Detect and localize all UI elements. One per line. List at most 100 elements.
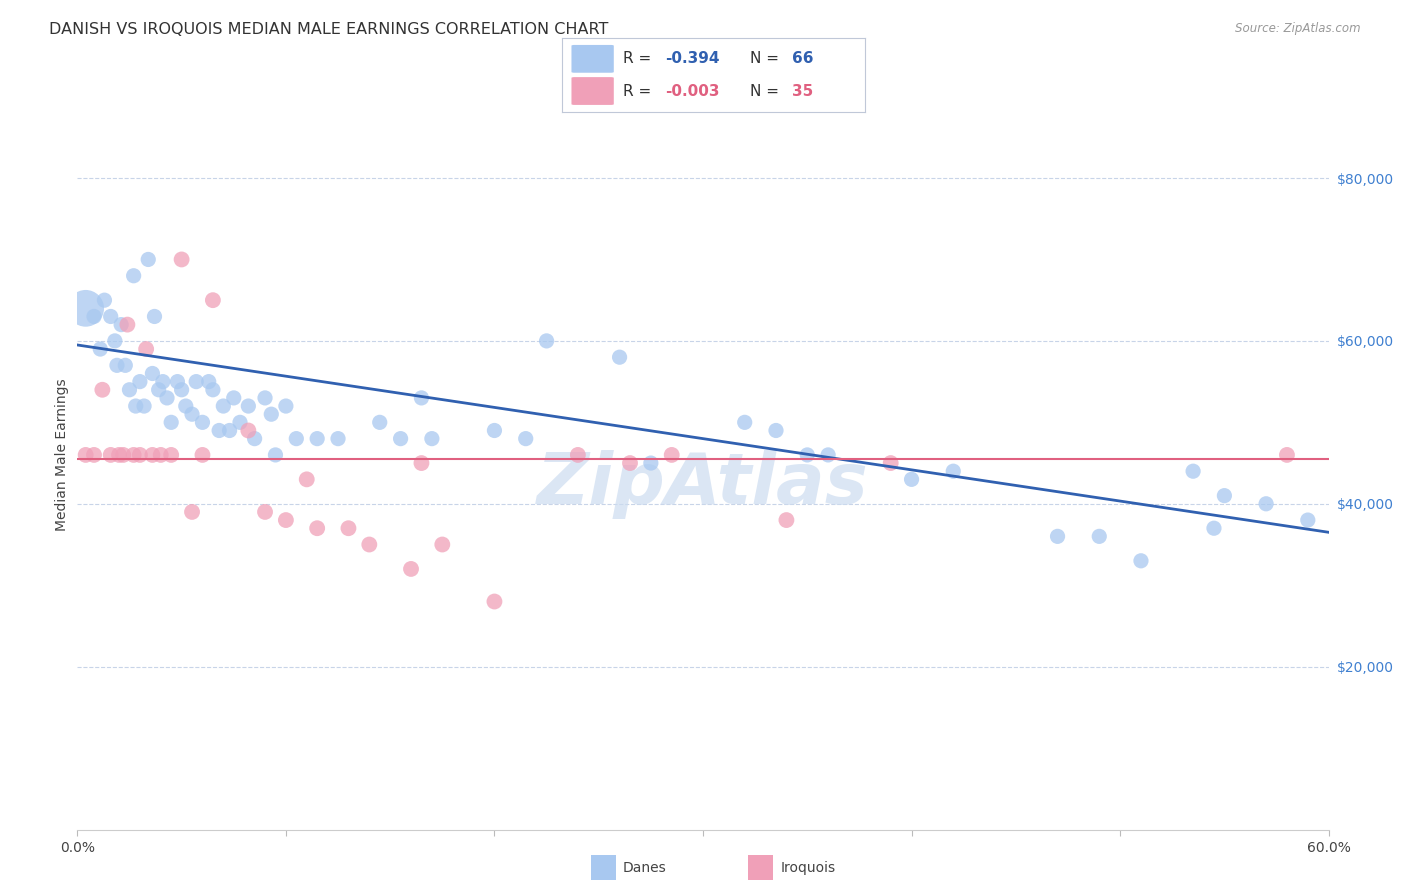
Point bbox=[264, 448, 287, 462]
Point bbox=[1046, 529, 1069, 543]
Point bbox=[114, 359, 136, 373]
Point bbox=[274, 513, 297, 527]
Point bbox=[1296, 513, 1319, 527]
Point bbox=[253, 505, 276, 519]
Text: N =: N = bbox=[749, 84, 783, 98]
Point bbox=[212, 399, 235, 413]
Text: -0.394: -0.394 bbox=[665, 52, 720, 66]
Point bbox=[775, 513, 797, 527]
Point bbox=[1182, 464, 1205, 478]
Point bbox=[191, 415, 214, 429]
Point bbox=[567, 448, 589, 462]
Point bbox=[148, 383, 170, 397]
Point bbox=[218, 424, 240, 438]
Point bbox=[122, 268, 145, 283]
Text: Source: ZipAtlas.com: Source: ZipAtlas.com bbox=[1236, 22, 1361, 36]
Point bbox=[260, 407, 283, 421]
Point bbox=[181, 505, 204, 519]
Point bbox=[191, 448, 214, 462]
Point bbox=[136, 252, 159, 267]
Point bbox=[100, 448, 122, 462]
Point bbox=[125, 399, 148, 413]
Point bbox=[238, 424, 260, 438]
Point bbox=[411, 391, 433, 405]
Point bbox=[942, 464, 965, 478]
Point bbox=[108, 448, 131, 462]
Point bbox=[170, 252, 193, 267]
Point bbox=[160, 448, 183, 462]
Point bbox=[880, 456, 903, 470]
Point bbox=[420, 432, 443, 446]
Point bbox=[765, 424, 787, 438]
Point bbox=[1088, 529, 1111, 543]
Point bbox=[105, 359, 128, 373]
Text: 35: 35 bbox=[792, 84, 814, 98]
Point bbox=[285, 432, 308, 446]
Point bbox=[75, 301, 97, 316]
Point bbox=[141, 367, 163, 381]
Point bbox=[135, 342, 157, 356]
Point bbox=[122, 448, 145, 462]
Point bbox=[1130, 554, 1153, 568]
Point bbox=[100, 310, 122, 324]
Point bbox=[229, 415, 252, 429]
Point bbox=[295, 472, 318, 486]
Point bbox=[152, 375, 174, 389]
Point bbox=[274, 399, 297, 413]
Point bbox=[640, 456, 662, 470]
Point bbox=[619, 456, 641, 470]
Point bbox=[817, 448, 839, 462]
Point bbox=[132, 399, 155, 413]
Point bbox=[174, 399, 197, 413]
Text: 66: 66 bbox=[792, 52, 814, 66]
Point bbox=[484, 594, 506, 608]
Point bbox=[1213, 489, 1236, 503]
Text: N =: N = bbox=[749, 52, 783, 66]
Text: R =: R = bbox=[623, 52, 657, 66]
Point bbox=[389, 432, 412, 446]
Point bbox=[661, 448, 683, 462]
Point bbox=[900, 472, 922, 486]
Point bbox=[609, 350, 631, 364]
Point bbox=[411, 456, 433, 470]
Text: ZipAtlas: ZipAtlas bbox=[537, 450, 869, 519]
Point bbox=[83, 448, 105, 462]
Point bbox=[536, 334, 558, 348]
Point bbox=[93, 293, 115, 308]
Point bbox=[110, 318, 132, 332]
Point bbox=[222, 391, 245, 405]
Point bbox=[253, 391, 276, 405]
Point bbox=[208, 424, 231, 438]
Point bbox=[307, 432, 329, 446]
Point bbox=[307, 521, 329, 535]
Point bbox=[337, 521, 360, 535]
Point bbox=[432, 537, 454, 551]
Y-axis label: Median Male Earnings: Median Male Earnings bbox=[55, 378, 69, 532]
Point bbox=[156, 391, 179, 405]
FancyBboxPatch shape bbox=[571, 45, 614, 73]
Text: -0.003: -0.003 bbox=[665, 84, 720, 98]
Point bbox=[91, 383, 114, 397]
Point bbox=[201, 293, 224, 308]
Point bbox=[368, 415, 391, 429]
Point bbox=[734, 415, 756, 429]
Point bbox=[104, 334, 127, 348]
Point bbox=[243, 432, 266, 446]
Point bbox=[484, 424, 506, 438]
Point bbox=[141, 448, 163, 462]
Point bbox=[129, 448, 152, 462]
Point bbox=[89, 342, 111, 356]
Point bbox=[149, 448, 172, 462]
Text: DANISH VS IROQUOIS MEDIAN MALE EARNINGS CORRELATION CHART: DANISH VS IROQUOIS MEDIAN MALE EARNINGS … bbox=[49, 22, 609, 37]
Point bbox=[359, 537, 381, 551]
Point bbox=[1256, 497, 1278, 511]
Point bbox=[117, 318, 139, 332]
Text: Danes: Danes bbox=[623, 861, 666, 875]
Point bbox=[75, 448, 97, 462]
Point bbox=[186, 375, 208, 389]
Point bbox=[238, 399, 260, 413]
Point bbox=[170, 383, 193, 397]
Point bbox=[118, 383, 141, 397]
Point bbox=[83, 310, 105, 324]
Point bbox=[515, 432, 537, 446]
